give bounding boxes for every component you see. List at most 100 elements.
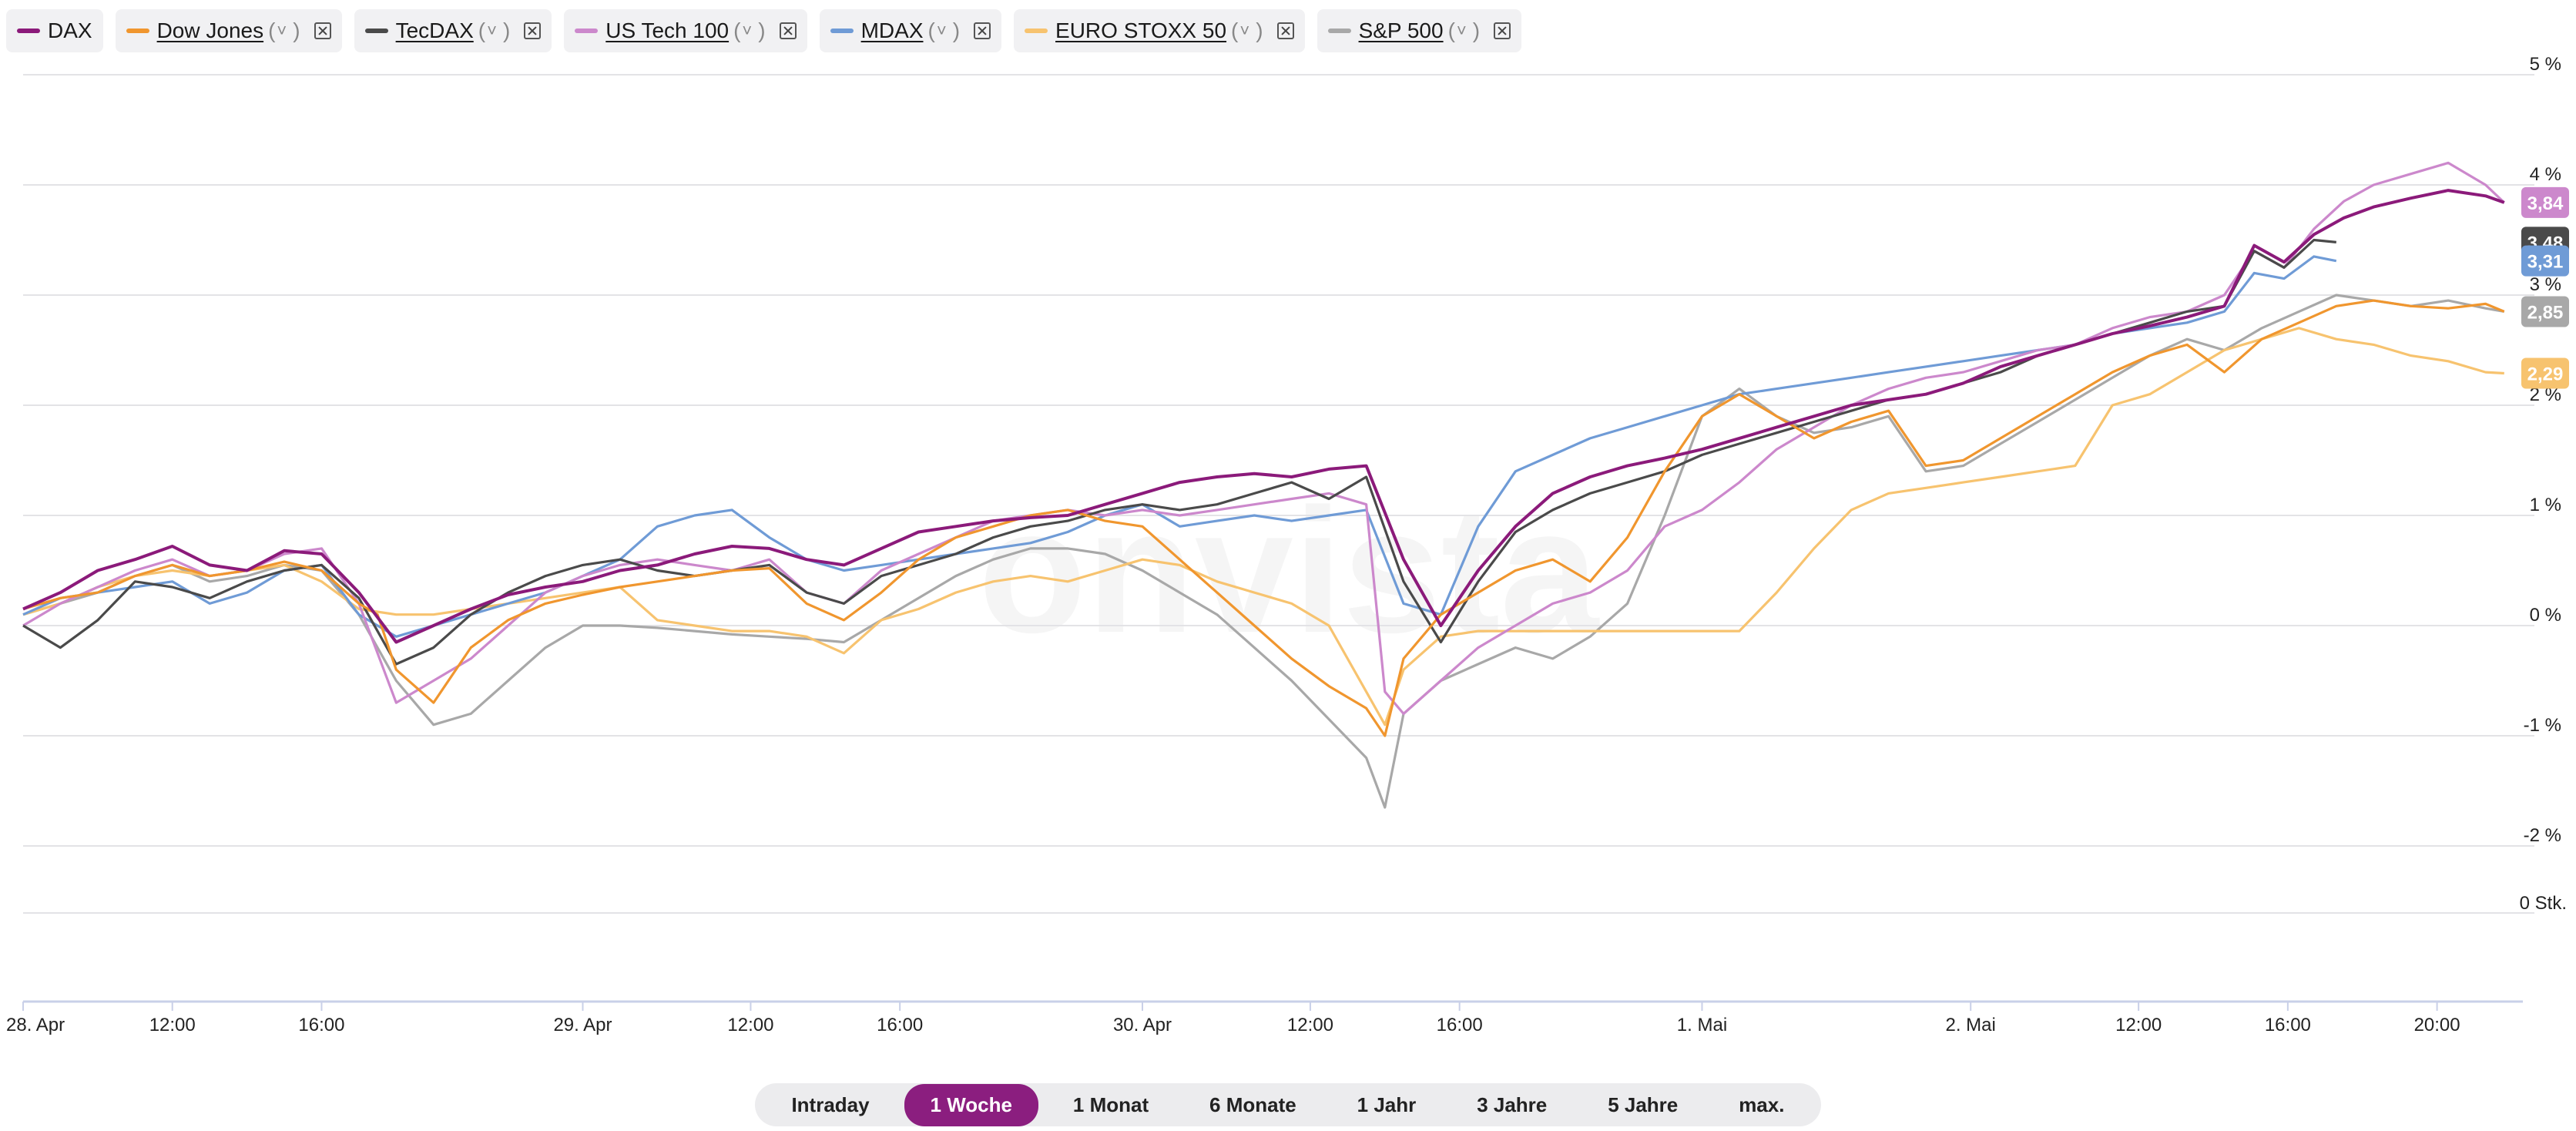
legend-label[interactable]: EURO STOXX 50 — [1055, 18, 1227, 42]
paren-open: ( — [927, 18, 935, 42]
x-tick-label: 12:00 — [1287, 1015, 1333, 1035]
badge-background — [2521, 296, 2569, 327]
legend-chip-tecdax[interactable]: TecDAX(˅) — [354, 9, 552, 52]
chevron-down-icon[interactable]: ˅ — [742, 21, 753, 40]
close-icon[interactable] — [524, 22, 542, 39]
legend-label[interactable]: DAX — [48, 18, 92, 42]
paren-open: ( — [733, 18, 741, 42]
paren-open: ( — [1231, 18, 1239, 42]
last-value-badges: 3,483,843,312,292,85 — [2521, 186, 2569, 389]
legend-chip-euro-stoxx-50[interactable]: EURO STOXX 50(˅) — [1014, 9, 1305, 52]
series-swatch — [830, 29, 854, 33]
badge-value: 2,29 — [2527, 364, 2564, 385]
last-value-badge-euro-stoxx-50: 2,29 — [2521, 357, 2569, 389]
range-button-max-[interactable]: max. — [1739, 1092, 1785, 1116]
legend-label[interactable]: MDAX — [860, 18, 924, 42]
paren-open: ( — [1447, 18, 1455, 42]
range-button-6-monate[interactable]: 6 Monate — [1209, 1092, 1296, 1116]
x-tick-label: 16:00 — [2265, 1015, 2311, 1035]
range-button-5-jahre[interactable]: 5 Jahre — [1608, 1092, 1679, 1116]
legend-chip-s-p-500[interactable]: S&P 500(˅) — [1317, 9, 1522, 52]
paren-close: ) — [758, 18, 766, 42]
performance-chart[interactable]: onvista 5 %4 %3 %2 %1 %0 %-1 %-2 %0 Stk.… — [0, 0, 2576, 1079]
y-tick-label: -1 % — [2524, 715, 2561, 736]
last-value-badge-mdax: 3,31 — [2521, 245, 2569, 277]
close-icon[interactable] — [1494, 22, 1511, 39]
x-tick-label: 28. Apr — [6, 1015, 65, 1035]
paren-close: ) — [1256, 18, 1263, 42]
paren-open: ( — [268, 18, 276, 42]
y-tick-label: 0 % — [2530, 605, 2561, 626]
y-tick-label: 3 % — [2530, 274, 2561, 295]
y-tick-label: 4 % — [2530, 164, 2561, 185]
legend-chip-dax[interactable]: DAX — [6, 9, 103, 52]
chevron-down-icon[interactable]: ˅ — [936, 21, 947, 40]
paren-close: ) — [293, 18, 300, 42]
x-tick-label: 20:00 — [2414, 1015, 2460, 1035]
x-tick-label: 30. Apr — [1113, 1015, 1172, 1035]
series-swatch — [575, 29, 599, 33]
legend-label[interactable]: Dow Jones — [156, 18, 264, 42]
badge-background — [2521, 357, 2569, 389]
range-button-intraday[interactable]: Intraday — [791, 1092, 870, 1116]
x-tick-label: 12:00 — [2115, 1015, 2162, 1035]
series-line-us-tech-100 — [22, 161, 2505, 715]
series-lines — [22, 161, 2505, 809]
time-range-selector: Intraday 1 Woche 1 Monat 6 Monate 1 Jahr 3 Ja… — [755, 1083, 1821, 1126]
legend-chip-mdax[interactable]: MDAX(˅) — [819, 9, 1002, 52]
y-axis: 5 %4 %3 %2 %1 %0 %-1 %-2 %0 Stk. — [2520, 54, 2567, 914]
series-line-tecdax — [22, 238, 2336, 666]
series-swatch — [1025, 29, 1048, 33]
range-button-1-jahr[interactable]: 1 Jahr — [1357, 1092, 1417, 1116]
paren-close: ) — [502, 18, 511, 42]
chevron-down-icon[interactable]: ˅ — [1239, 21, 1250, 40]
y-tick-label: 1 % — [2530, 495, 2561, 515]
chevron-down-icon[interactable]: ˅ — [487, 21, 497, 40]
close-icon[interactable] — [974, 22, 991, 39]
close-icon[interactable] — [314, 22, 331, 39]
x-axis: 28. Apr 12:00 16:00 29. Apr 12:00 16:00 30. Ap… — [6, 1000, 2523, 1035]
watermark-logo: onvista — [978, 472, 1600, 670]
last-value-badge-us-tech-100: 3,84 — [2521, 186, 2569, 218]
y-tick-label: -2 % — [2524, 825, 2561, 846]
paren-open: ( — [478, 18, 486, 42]
badge-background — [2521, 186, 2569, 218]
series-line-s-p-500 — [22, 294, 2505, 809]
legend-chip-dow-jones[interactable]: Dow Jones(˅) — [115, 9, 342, 52]
x-tick-label: 2. Mai — [1946, 1015, 1996, 1035]
x-tick-label: 12:00 — [149, 1015, 196, 1035]
close-icon[interactable] — [779, 22, 797, 39]
series-line-mdax — [22, 255, 2337, 638]
legend-label[interactable]: US Tech 100 — [605, 18, 730, 42]
series-swatch — [17, 29, 40, 33]
badge-value: 2,85 — [2527, 302, 2564, 323]
chevron-down-icon[interactable]: ˅ — [277, 21, 287, 40]
volume-label: 0 Stk. — [2520, 893, 2567, 914]
series-line-euro-stoxx-50 — [22, 327, 2504, 727]
x-tick-label: 12:00 — [727, 1015, 773, 1035]
legend-label[interactable]: S&P 500 — [1358, 18, 1444, 42]
badge-value: 3,31 — [2527, 252, 2564, 273]
close-icon[interactable] — [1276, 22, 1294, 39]
y-tick-label: 5 % — [2530, 54, 2561, 75]
badge-value: 3,84 — [2527, 193, 2564, 214]
range-button-3-jahre[interactable]: 3 Jahre — [1477, 1092, 1548, 1116]
x-tick-label: 16:00 — [298, 1015, 344, 1035]
legend-label[interactable]: TecDAX — [395, 18, 474, 42]
x-tick-label: 16:00 — [1437, 1015, 1483, 1035]
x-tick-label: 16:00 — [877, 1015, 923, 1035]
series-swatch — [126, 29, 149, 33]
range-button-1-monat[interactable]: 1 Monat — [1072, 1092, 1149, 1116]
series-swatch — [364, 29, 388, 33]
chevron-down-icon[interactable]: ˅ — [1456, 21, 1467, 40]
range-button-1-woche[interactable]: 1 Woche — [904, 1083, 1038, 1126]
x-tick-label: 1. Mai — [1677, 1015, 1727, 1035]
paren-close: ) — [952, 18, 961, 42]
index-legend: DAX Dow Jones(˅) TecDAX(˅) US Tech 100(˅) MD… — [6, 8, 1522, 54]
x-tick-label: 29. Apr — [553, 1015, 612, 1035]
series-swatch — [1327, 29, 1351, 33]
paren-close: ) — [1472, 18, 1481, 42]
badge-background — [2521, 245, 2569, 277]
last-value-badge-s-p-500: 2,85 — [2521, 296, 2569, 327]
legend-chip-us-tech-100[interactable]: US Tech 100(˅) — [564, 9, 807, 52]
